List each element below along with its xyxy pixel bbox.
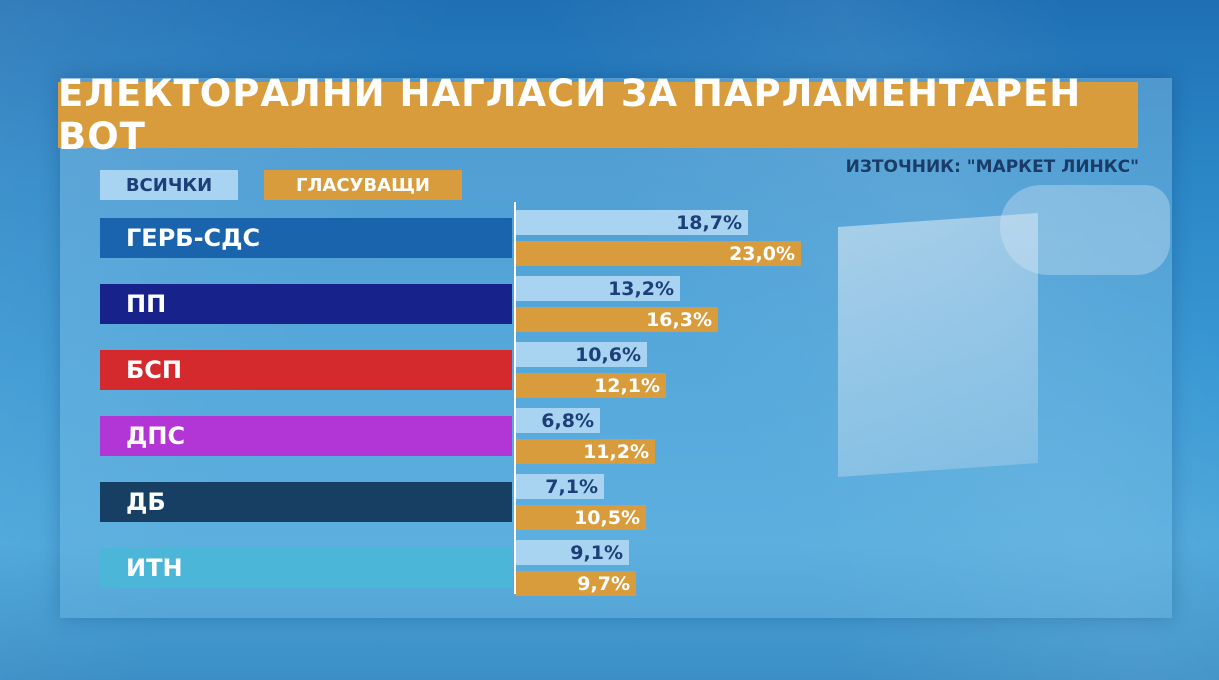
axis-line — [514, 202, 516, 594]
title-bar: ЕЛЕКТОРАЛНИ НАГЛАСИ ЗА ПАРЛАМЕНТАРЕН ВОТ — [58, 72, 1138, 158]
bar-all-5: 7,1% — [516, 474, 604, 499]
bar-voters-5: 10,5% — [516, 505, 646, 530]
chart-title: ЕЛЕКТОРАЛНИ НАГЛАСИ ЗА ПАРЛАМЕНТАРЕН ВОТ — [58, 72, 1082, 158]
source-label: ИЗТОЧНИК: "МАРКЕТ ЛИНКС" — [845, 157, 1139, 177]
legend-all: ВСИЧКИ — [100, 170, 238, 200]
bar-voters-3: 12,1% — [516, 373, 666, 398]
bar-all-4: 6,8% — [516, 408, 600, 433]
value-label-voters-6: 9,7% — [577, 572, 630, 595]
bar-all-6: 9,1% — [516, 540, 629, 565]
party-label-6: ИТН — [100, 548, 512, 588]
value-label-voters-2: 16,3% — [646, 308, 712, 331]
party-label-1: ГЕРБ-СДС — [100, 218, 512, 258]
legend-voters: ГЛАСУВАЩИ — [264, 170, 462, 200]
value-label-all-3: 10,6% — [575, 343, 641, 366]
party-label-4: ДПС — [100, 416, 512, 456]
value-label-voters-3: 12,1% — [594, 374, 660, 397]
value-label-all-1: 18,7% — [676, 211, 742, 234]
bar-voters-4: 11,2% — [516, 439, 655, 464]
party-label-3: БСП — [100, 350, 512, 390]
bar-all-2: 13,2% — [516, 276, 680, 301]
value-label-all-2: 13,2% — [608, 277, 674, 300]
value-label-voters-5: 10,5% — [574, 506, 640, 529]
bar-voters-1: 23,0% — [516, 241, 801, 266]
bar-all-3: 10,6% — [516, 342, 647, 367]
bar-voters-2: 16,3% — [516, 307, 718, 332]
value-label-all-4: 6,8% — [541, 409, 594, 432]
bar-all-1: 18,7% — [516, 210, 748, 235]
value-label-all-5: 7,1% — [545, 475, 598, 498]
value-label-voters-4: 11,2% — [583, 440, 649, 463]
bar-voters-6: 9,7% — [516, 571, 636, 596]
party-label-2: ПП — [100, 284, 512, 324]
hand-image — [1000, 185, 1170, 275]
value-label-voters-1: 23,0% — [729, 242, 795, 265]
value-label-all-6: 9,1% — [570, 541, 623, 564]
party-label-5: ДБ — [100, 482, 512, 522]
